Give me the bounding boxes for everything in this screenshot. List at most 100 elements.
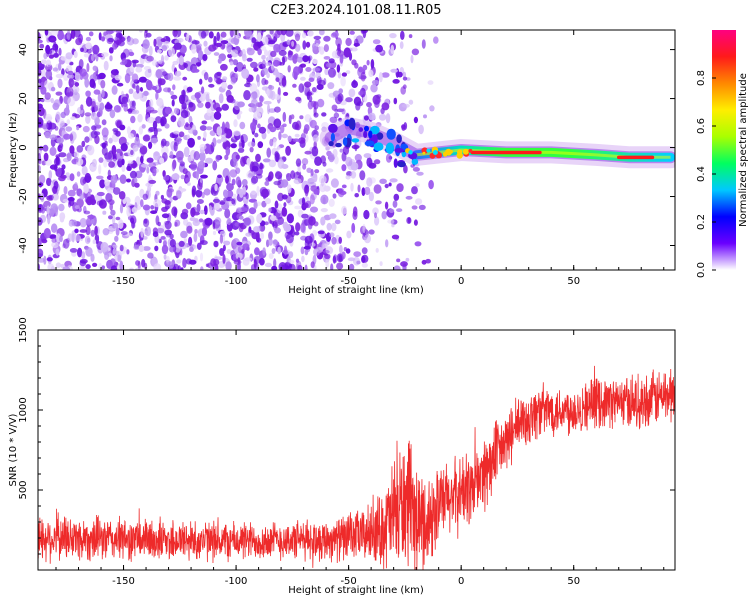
noise-blob (208, 76, 213, 83)
svg-text:1000: 1000 (18, 397, 29, 422)
noise-blob (250, 190, 257, 196)
noise-blob (314, 156, 322, 167)
noise-blob (226, 94, 234, 103)
noise-blob (341, 72, 347, 77)
noise-blob (368, 112, 376, 121)
noise-blob (273, 138, 277, 148)
noise-blob (87, 214, 95, 219)
noise-blob (429, 105, 435, 112)
noise-blob (110, 209, 116, 216)
noise-blob (63, 186, 68, 195)
noise-blob (71, 219, 78, 227)
snr-frame (37, 329, 676, 571)
noise-blob (412, 167, 420, 172)
noise-blob (199, 240, 208, 246)
noise-blob (312, 67, 321, 72)
noise-blob (381, 72, 390, 78)
noise-blob (85, 36, 91, 42)
noise-blob (212, 198, 221, 203)
noise-blob (302, 55, 309, 63)
noise-blob (186, 32, 190, 42)
noise-blob (266, 147, 272, 158)
noise-blob (337, 187, 345, 198)
noise-blob (405, 195, 413, 200)
noise-blob (126, 178, 131, 183)
noise-blob (142, 134, 151, 142)
noise-blob (366, 177, 373, 187)
svg-text:40: 40 (18, 43, 29, 56)
noise-blob (69, 248, 78, 253)
noise-blob (390, 44, 395, 55)
noise-blob (55, 111, 61, 121)
noise-blob (148, 162, 156, 169)
noise-blob (220, 31, 227, 38)
noise-blob (262, 247, 266, 256)
noise-blob (220, 63, 228, 71)
svg-text:0.4: 0.4 (696, 166, 707, 182)
noise-blob (38, 39, 43, 44)
noise-blob (51, 241, 59, 249)
signal-knot (394, 148, 404, 153)
noise-blob (307, 100, 314, 110)
noise-blob (197, 182, 203, 190)
noise-blob (203, 188, 211, 196)
noise-blob (191, 40, 200, 45)
noise-blob (137, 113, 143, 123)
noise-blob (112, 244, 118, 249)
noise-blob (44, 30, 49, 36)
noise-blob (408, 99, 414, 105)
noise-blob (200, 266, 204, 270)
noise-blob (406, 217, 412, 224)
noise-blob (277, 192, 284, 202)
noise-blob (392, 200, 398, 208)
noise-blob (332, 255, 337, 264)
noise-blob (331, 236, 337, 245)
noise-blob (309, 194, 315, 205)
spectrogram-x-label: Height of straight line (km) (288, 285, 424, 296)
noise-blob (94, 105, 99, 112)
signal-knot (432, 150, 438, 155)
noise-blob (223, 189, 229, 198)
noise-blob (291, 40, 295, 47)
noise-blob (316, 84, 324, 90)
noise-blob (235, 176, 241, 186)
noise-blob (326, 62, 332, 68)
noise-blob (81, 165, 88, 176)
noise-blob (140, 163, 149, 168)
noise-blob (242, 186, 246, 195)
noise-blob (144, 30, 148, 39)
noise-blob (328, 58, 335, 64)
svg-text:0: 0 (458, 576, 464, 587)
noise-blob (285, 195, 292, 204)
noise-blob (212, 102, 221, 111)
noise-blob (140, 199, 144, 208)
noise-blob (331, 104, 338, 111)
noise-blob (268, 171, 274, 181)
noise-blob (297, 264, 303, 270)
noise-blob (38, 103, 43, 109)
noise-blob (230, 30, 234, 38)
noise-blob (100, 79, 106, 89)
noise-blob (51, 223, 58, 233)
noise-blob (341, 108, 346, 115)
noise-blob (46, 205, 50, 215)
noise-blob (60, 263, 65, 269)
noise-blob (362, 64, 368, 71)
noise-blob (345, 248, 351, 254)
noise-blob (186, 225, 193, 234)
noise-blob (273, 258, 277, 268)
noise-blob (256, 213, 263, 224)
noise-blob (54, 207, 59, 217)
noise-blob (223, 197, 231, 202)
noise-blob (73, 151, 79, 159)
noise-blob (311, 87, 317, 93)
noise-blob (350, 182, 354, 192)
noise-blob (59, 235, 63, 243)
noise-blob (253, 201, 258, 210)
noise-blob (55, 262, 62, 269)
noise-blob (391, 223, 395, 228)
noise-blob (199, 78, 203, 85)
noise-blob (241, 139, 245, 149)
noise-blob (126, 206, 131, 217)
